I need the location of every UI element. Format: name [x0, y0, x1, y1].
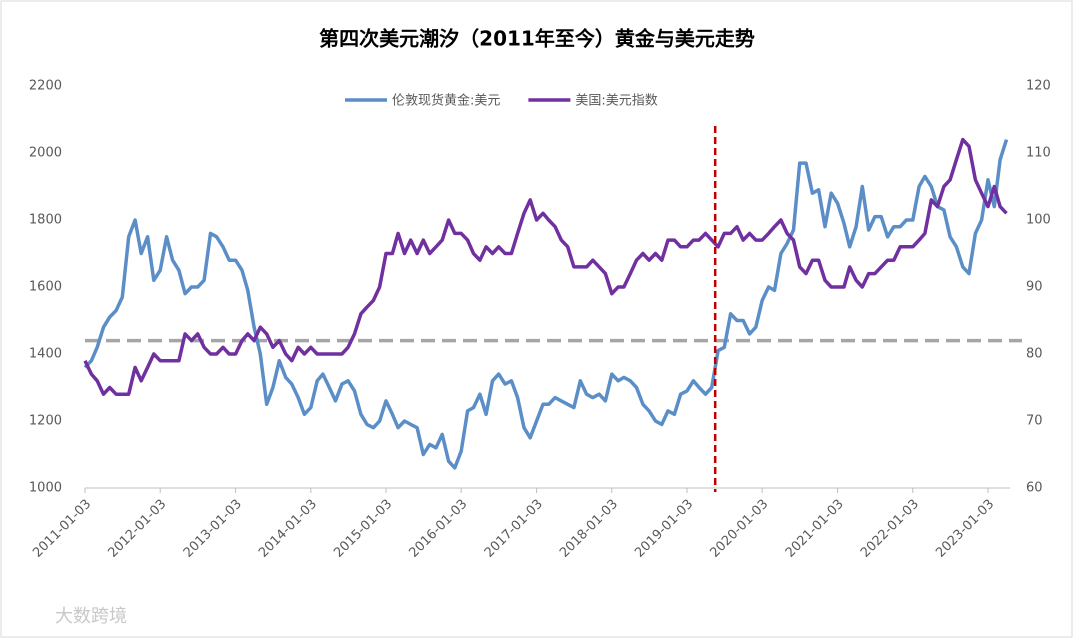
y2-tick-label: 110: [1026, 146, 1051, 161]
y-tick-label: 1600: [29, 280, 62, 295]
y2-tick-label: 100: [1026, 213, 1051, 228]
watermark: 大数跨境: [55, 606, 127, 627]
y-tick-label: 1800: [29, 213, 62, 228]
series-line: [83, 139, 1009, 470]
y2-tick-label: 120: [1026, 79, 1051, 94]
y2-tick-label: 90: [1026, 280, 1043, 295]
y2-tick-label: 80: [1026, 347, 1043, 362]
y-tick-label: 1000: [29, 481, 62, 496]
y-tick-label: 1200: [29, 414, 62, 429]
legend-label: 美国:美元指数: [575, 94, 657, 109]
legend-label: 伦敦现货黄金:美元: [392, 93, 500, 109]
y2-tick-label: 60: [1026, 481, 1043, 496]
y-tick-label: 2000: [29, 146, 62, 161]
chart-title: 第四次美元潮汐（2011年至今）黄金与美元走势: [319, 27, 755, 51]
y-tick-label: 2200: [29, 79, 62, 94]
y-tick-label: 1400: [29, 347, 62, 362]
y2-tick-label: 70: [1026, 414, 1043, 429]
series-line: [83, 137, 1008, 396]
